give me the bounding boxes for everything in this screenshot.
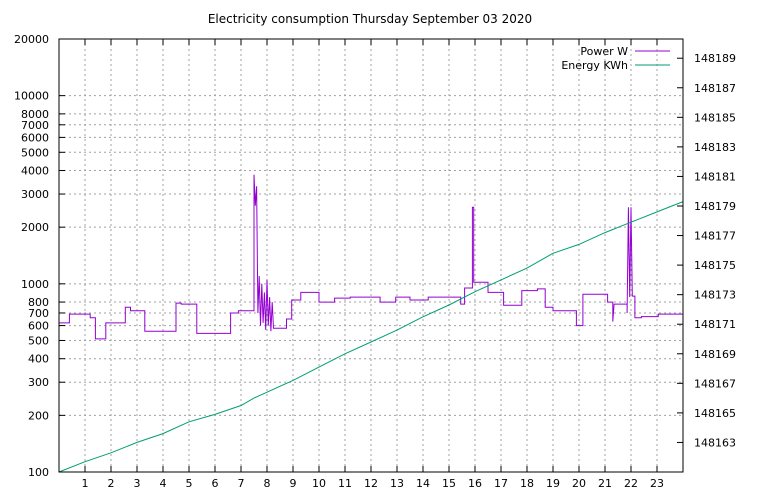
y-left-tick-label: 8000 — [21, 108, 49, 121]
x-tick-label: 15 — [442, 477, 456, 490]
x-tick-label: 1 — [82, 477, 89, 490]
x-tick-label: 20 — [572, 477, 586, 490]
x-tick-label: 3 — [134, 477, 141, 490]
x-tick-label: 2 — [108, 477, 115, 490]
y-right-tick-label: 148169 — [694, 348, 736, 361]
y-left-tick-label: 5000 — [21, 146, 49, 159]
y-right-tick-label: 148165 — [694, 407, 736, 420]
y-right-tick-label: 148177 — [694, 230, 736, 243]
y-right-tick-label: 148185 — [694, 111, 736, 124]
y-left-tick-label: 100 — [28, 466, 49, 479]
chart-title: Electricity consumption Thursday Septemb… — [208, 12, 532, 26]
x-tick-label: 21 — [598, 477, 612, 490]
y-left-tick-label: 10000 — [14, 90, 49, 103]
series-line-power — [59, 174, 683, 340]
y-left-tick-label: 500 — [28, 334, 49, 347]
y-left-tick-label: 600 — [28, 320, 49, 333]
axes: 1 2 3 4 5 6 7 8 9 10 11 12 13 14 15 16 17 18 19 20 21 22 23100… — [14, 33, 736, 490]
series-line-energy — [58, 201, 684, 473]
y-left-tick-label: 700 — [28, 307, 49, 320]
x-tick-label: 18 — [520, 477, 534, 490]
y-right-tick-label: 148167 — [694, 377, 736, 390]
y-left-tick-label: 200 — [28, 409, 49, 422]
grid — [59, 38, 683, 473]
legend-label-power: Power W — [580, 45, 628, 58]
series-layer — [58, 174, 684, 473]
y-left-tick-label: 20000 — [14, 33, 49, 46]
x-tick-label: 10 — [312, 477, 326, 490]
x-tick-label: 9 — [290, 477, 297, 490]
y-right-tick-label: 148183 — [694, 141, 736, 154]
y-right-tick-label: 148181 — [694, 170, 736, 183]
y-left-tick-label: 6000 — [21, 131, 49, 144]
x-tick-label: 14 — [416, 477, 430, 490]
y-right-tick-label: 148179 — [694, 200, 736, 213]
x-tick-label: 6 — [212, 477, 219, 490]
y-right-tick-label: 148187 — [694, 82, 736, 95]
legend: Power W Energy KWh — [561, 45, 670, 72]
y-left-tick-label: 4000 — [21, 165, 49, 178]
y-left-tick-label: 300 — [28, 376, 49, 389]
y-right-tick-label: 148175 — [694, 259, 736, 272]
y-right-tick-label: 148189 — [694, 52, 736, 65]
y-left-tick-label: 800 — [28, 296, 49, 309]
x-tick-label: 5 — [186, 477, 193, 490]
x-tick-label: 4 — [160, 477, 167, 490]
y-left-tick-label: 7000 — [21, 119, 49, 132]
x-tick-label: 23 — [650, 477, 664, 490]
y-right-tick-label: 148173 — [694, 289, 736, 302]
y-left-tick-label: 2000 — [21, 221, 49, 234]
x-tick-label: 16 — [468, 477, 482, 490]
x-tick-label: 17 — [494, 477, 508, 490]
x-tick-label: 11 — [338, 477, 352, 490]
x-tick-label: 7 — [238, 477, 245, 490]
y-left-tick-label: 1000 — [21, 278, 49, 291]
y-right-tick-label: 148171 — [694, 318, 736, 331]
x-tick-label: 13 — [390, 477, 404, 490]
x-tick-label: 19 — [546, 477, 560, 490]
y-left-tick-label: 400 — [28, 353, 49, 366]
y-right-tick-label: 148163 — [694, 436, 736, 449]
x-tick-label: 8 — [264, 477, 271, 490]
x-tick-label: 22 — [624, 477, 638, 490]
y-left-tick-label: 3000 — [21, 188, 49, 201]
x-tick-label: 12 — [364, 477, 378, 490]
legend-label-energy: Energy KWh — [561, 59, 628, 72]
